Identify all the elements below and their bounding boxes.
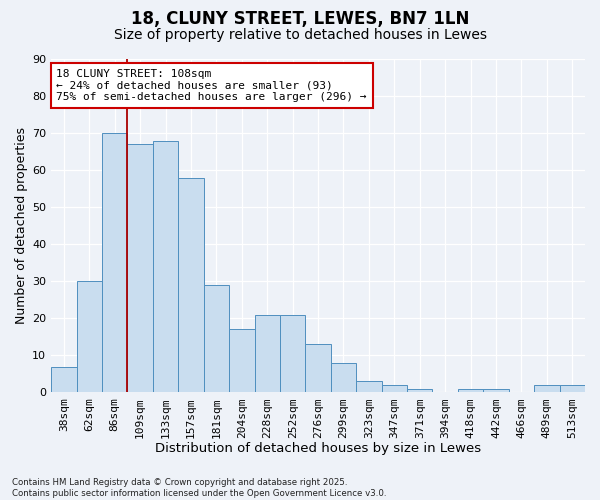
Bar bbox=[229, 330, 254, 392]
Bar bbox=[407, 389, 433, 392]
Bar bbox=[484, 389, 509, 392]
Bar bbox=[356, 382, 382, 392]
Bar bbox=[534, 385, 560, 392]
Text: 18, CLUNY STREET, LEWES, BN7 1LN: 18, CLUNY STREET, LEWES, BN7 1LN bbox=[131, 10, 469, 28]
Bar bbox=[560, 385, 585, 392]
Bar bbox=[51, 366, 77, 392]
Bar bbox=[77, 282, 102, 393]
Bar bbox=[331, 363, 356, 392]
Bar bbox=[102, 133, 127, 392]
Bar bbox=[153, 140, 178, 392]
Bar bbox=[178, 178, 203, 392]
Text: Size of property relative to detached houses in Lewes: Size of property relative to detached ho… bbox=[113, 28, 487, 42]
Bar bbox=[127, 144, 153, 392]
Y-axis label: Number of detached properties: Number of detached properties bbox=[15, 127, 28, 324]
Bar bbox=[305, 344, 331, 393]
Text: Contains HM Land Registry data © Crown copyright and database right 2025.
Contai: Contains HM Land Registry data © Crown c… bbox=[12, 478, 386, 498]
Bar bbox=[382, 385, 407, 392]
Bar bbox=[203, 285, 229, 393]
Text: 18 CLUNY STREET: 108sqm
← 24% of detached houses are smaller (93)
75% of semi-de: 18 CLUNY STREET: 108sqm ← 24% of detache… bbox=[56, 69, 367, 102]
Bar bbox=[458, 389, 484, 392]
Bar bbox=[254, 314, 280, 392]
X-axis label: Distribution of detached houses by size in Lewes: Distribution of detached houses by size … bbox=[155, 442, 481, 455]
Bar bbox=[280, 314, 305, 392]
